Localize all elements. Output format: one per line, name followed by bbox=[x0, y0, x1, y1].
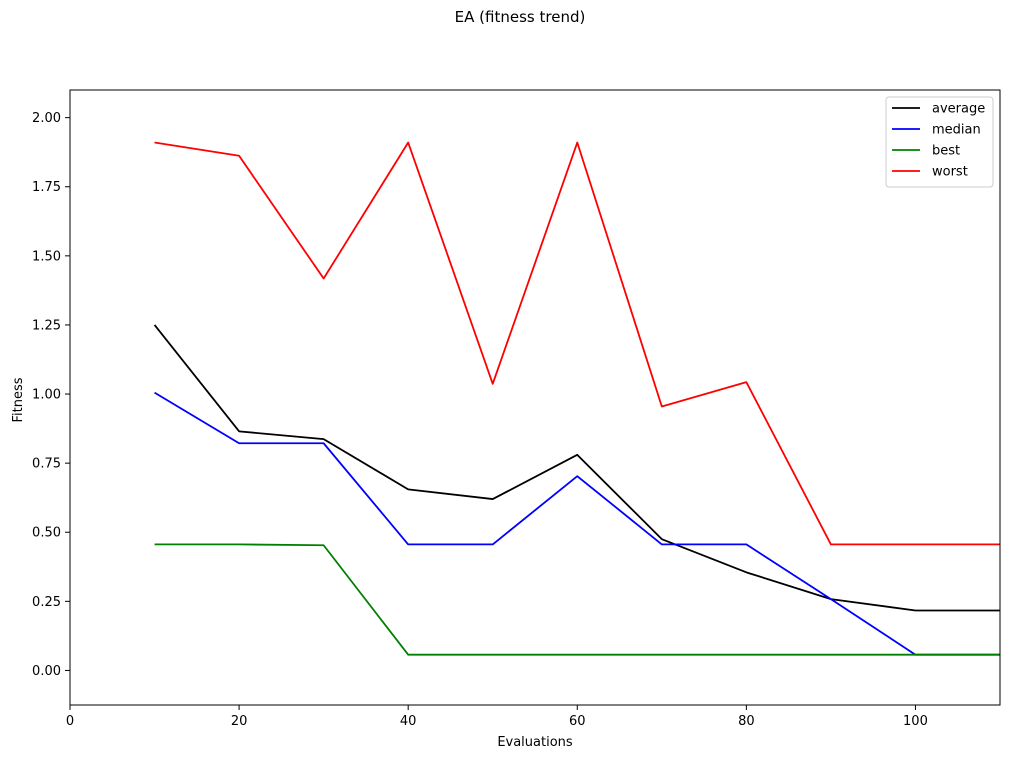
x-tick-label: 0 bbox=[66, 714, 74, 729]
series-layer bbox=[153, 141, 1000, 656]
legend-label-best: best bbox=[932, 144, 960, 159]
x-tick-label: 40 bbox=[400, 714, 417, 729]
x-tick-label: 100 bbox=[903, 714, 928, 729]
y-tick-label: 0.75 bbox=[32, 457, 61, 472]
series-line-worst bbox=[154, 141, 1000, 546]
chart-title: EA (fitness trend) bbox=[455, 8, 586, 26]
series-line-average bbox=[153, 324, 1000, 612]
y-tick-label: 0.00 bbox=[32, 664, 61, 679]
legend-label-median: median bbox=[932, 123, 981, 138]
y-tick-label: 1.50 bbox=[32, 249, 61, 264]
y-tick-label: 0.50 bbox=[32, 526, 61, 541]
x-tick-label: 60 bbox=[569, 714, 586, 729]
legend-box bbox=[885, 96, 994, 188]
x-tick-label: 20 bbox=[231, 714, 248, 729]
y-tick-label: 2.00 bbox=[32, 111, 61, 126]
legend-label-worst: worst bbox=[932, 165, 968, 180]
series-line-best bbox=[154, 543, 1000, 656]
legend-label-average: average bbox=[932, 102, 985, 117]
y-axis-label: Fitness bbox=[11, 377, 26, 422]
x-axis-label: Evaluations bbox=[497, 735, 573, 750]
y-tick-label: 1.25 bbox=[32, 318, 61, 333]
y-tick-label: 0.25 bbox=[32, 595, 61, 610]
y-tick-label: 1.75 bbox=[32, 180, 61, 195]
axes-layer: 0 20 40 60 80 100 0.00 0.25 0.50 0.75 1.00 1.25 1.50… bbox=[32, 89, 1001, 729]
plot-frame bbox=[69, 89, 1001, 706]
x-tick-label: 80 bbox=[738, 714, 755, 729]
series-line-median bbox=[154, 391, 1000, 656]
y-tick-label: 1.00 bbox=[32, 388, 61, 403]
legend: average median best worst bbox=[885, 96, 994, 188]
